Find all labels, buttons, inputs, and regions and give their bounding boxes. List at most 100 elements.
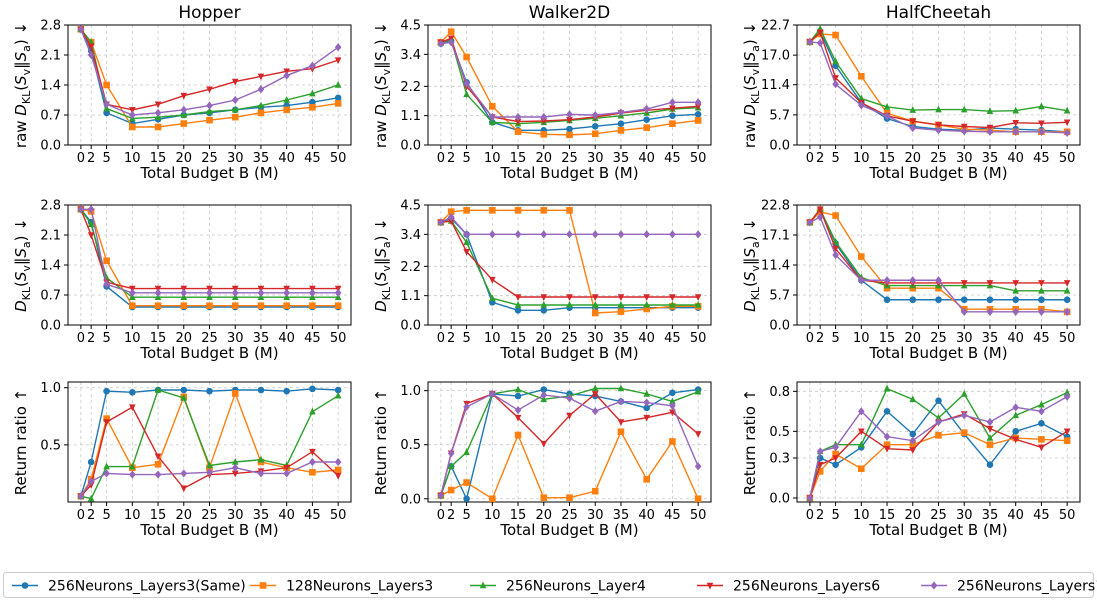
data-point: [669, 401, 676, 410]
x-tick-label: 50: [690, 151, 707, 166]
series-line: [80, 388, 339, 497]
data-point: [694, 98, 702, 107]
legend-label: 256Neurons_Layers6: [733, 579, 880, 595]
data-point: [180, 302, 188, 310]
data-point: [591, 111, 599, 120]
panel-5: 0 2 5 10 15 20 25 30 35 40 45 500.05.711.417.122.8T…: [741, 199, 1081, 362]
y-axis-label: DKL(Sv‖Sa) ↓: [372, 218, 393, 312]
data-point: [309, 103, 316, 111]
series-line: [440, 220, 699, 306]
series-line: [440, 41, 699, 118]
data-point: [816, 213, 824, 222]
data-point: [858, 465, 865, 472]
data-point: [935, 397, 942, 404]
data-point: [909, 118, 917, 126]
data-point: [129, 404, 136, 412]
x-tick-label: 5: [102, 508, 110, 523]
series-line: [809, 387, 1068, 499]
data-point: [489, 103, 496, 110]
data-point: [447, 449, 455, 458]
data-point: [669, 389, 676, 397]
series-line: [440, 30, 699, 136]
data-point: [935, 126, 942, 135]
x-tick-label: 10: [124, 508, 141, 523]
data-point: [231, 105, 239, 113]
data-point: [231, 95, 239, 105]
series-line: [809, 41, 1068, 134]
legend-label: 256Neurons_Layers10: [957, 579, 1097, 595]
data-point: [883, 276, 891, 285]
x-tick-label: 40: [638, 151, 655, 166]
series-line: [80, 208, 339, 307]
data-point: [1063, 437, 1071, 444]
panel-4: 0 2 5 10 15 20 25 30 35 40 45 500.01.12.23.44.5Tota…: [372, 199, 712, 362]
series-line: [809, 207, 1068, 284]
data-point: [1012, 403, 1019, 412]
data-point: [309, 98, 316, 106]
y-tick-label: 22.7: [761, 19, 790, 34]
x-tick-label: 35: [253, 508, 270, 523]
data-point: [832, 450, 839, 458]
y-tick-label: 0.0: [40, 319, 61, 334]
data-point: [960, 411, 968, 420]
series-4: [806, 37, 1071, 137]
panel-1: 0 2 5 10 15 20 25 30 35 40 45 500.01.12.23.44.5Tota…: [372, 3, 712, 182]
data-point: [566, 110, 573, 119]
data-point: [463, 79, 470, 88]
data-point: [591, 487, 599, 495]
data-point: [858, 94, 865, 102]
data-point: [231, 390, 239, 397]
data-point: [566, 494, 573, 501]
data-point: [334, 386, 342, 394]
x-tick-label: 20: [535, 331, 552, 346]
data-point: [960, 307, 968, 316]
data-point: [694, 111, 702, 118]
y-tick-label: 11.4: [761, 78, 790, 93]
x-tick-label: 30: [587, 508, 604, 523]
x-tick-label: 35: [613, 508, 630, 523]
data-point: [540, 386, 548, 393]
data-point: [858, 276, 865, 285]
y-tick-label: 0.7: [40, 289, 61, 304]
x-tick-label: 15: [879, 151, 896, 166]
x-tick-label: 50: [690, 508, 707, 523]
x-axis-label: Total Budget B (M): [868, 344, 1007, 362]
data-point: [154, 386, 162, 393]
data-point: [617, 120, 625, 127]
data-point: [669, 230, 676, 239]
data-point: [463, 248, 470, 256]
data-point: [986, 434, 994, 441]
data-point: [986, 127, 994, 136]
series-line: [440, 392, 699, 496]
data-point: [986, 307, 994, 316]
series-line: [80, 389, 339, 500]
x-tick-label: 35: [253, 151, 270, 166]
x-axis-label: Total Budget B (M): [139, 521, 278, 539]
data-point: [1012, 106, 1019, 114]
data-point: [1038, 102, 1045, 110]
data-point: [540, 440, 548, 448]
x-tick-label: 15: [510, 508, 527, 523]
x-tick-label: 0: [77, 151, 85, 166]
data-point: [909, 430, 917, 438]
data-point: [566, 294, 573, 301]
x-tick-label: 50: [330, 331, 347, 346]
x-tick-label: 2: [816, 508, 824, 523]
data-point: [1063, 388, 1071, 396]
data-point: [77, 25, 85, 34]
data-point: [816, 468, 824, 475]
y-tick-label: 1.1: [400, 289, 421, 304]
y-tick-label: 22.8: [761, 199, 790, 214]
data-point: [463, 230, 470, 239]
data-point: [694, 117, 702, 124]
panel-3: 0 2 5 10 15 20 25 30 35 40 45 500.00.71.42.12.8Tota…: [12, 199, 352, 362]
x-tick-label: 50: [1059, 151, 1076, 166]
series-line: [440, 38, 699, 125]
data-point: [566, 301, 573, 308]
data-point: [447, 28, 455, 35]
data-point: [463, 238, 470, 246]
x-axis-label: Total Budget B (M): [868, 164, 1007, 182]
data-point: [463, 495, 470, 503]
data-point: [489, 118, 496, 126]
data-point: [514, 128, 522, 135]
